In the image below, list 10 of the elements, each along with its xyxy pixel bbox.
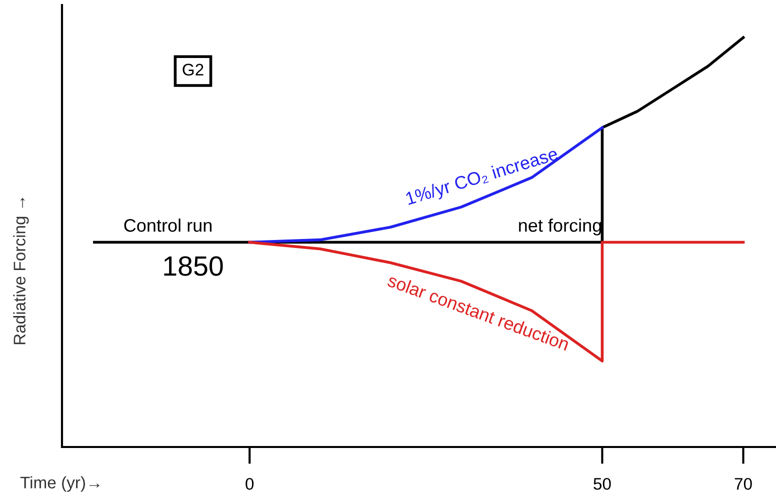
x-axis-title: Time (yr)→ (20, 476, 100, 492)
annotation: 1%/yr CO₂ increase (405, 146, 560, 208)
y-axis-title: Radiative Forcing → (13, 198, 29, 344)
x-tick-label: 50 (594, 478, 611, 490)
annotation: Control run (124, 218, 212, 232)
x-tick-label: 70 (734, 478, 752, 490)
annotation: net forcing (519, 218, 601, 236)
x-tick-label: 0 (246, 478, 254, 490)
annotation: 1850 (164, 256, 223, 276)
annotation: G2 (182, 64, 204, 76)
